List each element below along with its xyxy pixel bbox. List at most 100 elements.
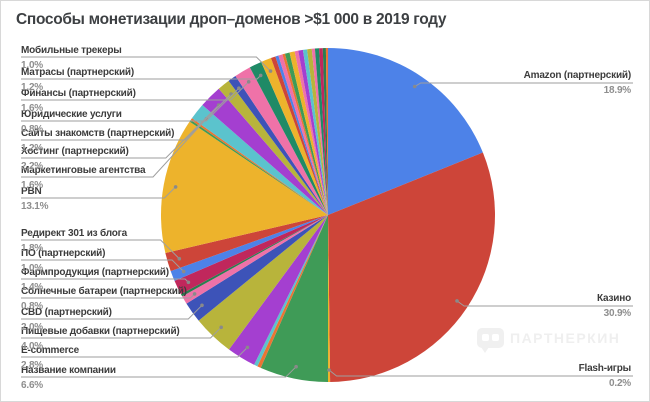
slice-label-item: Юридические услуги 0.8%	[21, 109, 122, 135]
slice-label-item: E-commerce 2.8%	[21, 345, 79, 371]
leader-line	[21, 366, 297, 378]
pie-slice-filler-16[interactable]	[190, 118, 328, 215]
leader-dot	[237, 86, 241, 90]
slice-label-item: PBN 13.1%	[21, 186, 49, 212]
leader-line	[21, 81, 250, 101]
pie-slice-filler-33[interactable]	[307, 48, 328, 215]
pie-slice-filler-38[interactable]	[325, 47, 328, 216]
pie-slice-18[interactable]	[202, 88, 328, 215]
slice-label-value: 1.0%	[21, 60, 43, 71]
leader-line	[456, 300, 633, 307]
pie-slice-9[interactable]	[182, 215, 328, 304]
slice-label-item: Солнечные батареи (партнерский) 0.8%	[21, 286, 187, 312]
slice-label-text: Хостинг (партнерский)	[21, 146, 129, 157]
slice-label-item: CBD (партнерский) 2.0%	[21, 307, 112, 333]
pie-slice-23[interactable]	[261, 58, 328, 215]
pie-slice-2[interactable]	[328, 215, 331, 383]
leader-line	[21, 239, 180, 260]
slice-label-text: PBN	[21, 186, 42, 197]
slice-label-value: 2.8%	[21, 360, 43, 371]
slice-label-item: Маркетинговые агентства 1.6%	[21, 165, 146, 191]
leader-dot	[258, 73, 263, 78]
leader-line	[328, 369, 633, 377]
pie-slice-filler-34[interactable]	[311, 48, 328, 216]
pie-slice-17[interactable]	[191, 104, 328, 215]
slice-label-item: Пищевые добавки (партнерский) 4.0%	[21, 326, 180, 352]
slice-label-text: Казино	[597, 293, 631, 304]
slice-label-value: 6.6%	[21, 380, 43, 391]
pie-slice-filler-30[interactable]	[294, 50, 328, 215]
slice-label-text: Матрасы (партнерский)	[21, 67, 134, 78]
slice-label-value: 1.6%	[21, 103, 43, 114]
slice-label-item: Amazon (партнерский) 18.9%	[524, 70, 632, 96]
slice-label-item: Flash-игры 0.2%	[578, 363, 632, 389]
pie-slice-8[interactable]	[186, 215, 328, 321]
leader-dot	[181, 269, 186, 274]
slice-label-text: ПО (партнерский)	[21, 248, 106, 259]
pie-slice-filler-26[interactable]	[278, 54, 328, 216]
slice-label-text: Финансы (партнерский)	[21, 88, 136, 99]
slice-label-value: 4.0%	[21, 341, 43, 352]
pie-slice-12[interactable]	[170, 215, 328, 281]
slice-label-value: 1.2%	[21, 82, 43, 93]
leader-line	[21, 93, 232, 141]
pie-slice-filler-5[interactable]	[254, 215, 328, 367]
slice-label-item: Название компании 6.6%	[21, 365, 116, 391]
pie-slice-filler-32[interactable]	[302, 49, 328, 215]
pie-slice-21[interactable]	[235, 67, 328, 215]
pie-slice-filler-10[interactable]	[180, 215, 328, 297]
leader-dot	[455, 299, 459, 303]
leader-dot	[294, 364, 298, 369]
slice-label-value: 1.6%	[21, 180, 43, 191]
slice-label-text: Сайты знакомств (партнерский)	[21, 128, 175, 139]
watermark-logo-icon	[477, 328, 504, 353]
slice-label-text: Солнечные батареи (партнерский)	[21, 286, 187, 297]
slice-label-item: Казино 30.9%	[597, 293, 631, 319]
slice-label-text: Маркетинговые агентства	[21, 165, 146, 176]
pie-slice-1[interactable]	[328, 152, 495, 382]
pie-slice-filler-36[interactable]	[319, 48, 328, 215]
slice-label-value: 1.8%	[21, 243, 43, 254]
slice-label-value: 1.2%	[21, 143, 43, 154]
pie-slice-filler-24[interactable]	[270, 56, 328, 216]
leader-line	[21, 326, 222, 339]
pie-slice-14[interactable]	[160, 121, 328, 253]
pie-slice-filler-28[interactable]	[284, 52, 328, 215]
slice-label-value: 2.0%	[21, 322, 43, 333]
pie-slice-7[interactable]	[198, 215, 328, 350]
slice-label-value: 30.9%	[603, 308, 632, 319]
slice-label-value: 0.8%	[21, 301, 43, 312]
slice-label-item: Мобильные трекеры 1.0%	[21, 45, 122, 71]
slice-label-text: E-commerce	[21, 345, 80, 356]
watermark-text: ПАРТНЕРКИН	[510, 330, 621, 346]
pie-slice-3[interactable]	[260, 215, 328, 382]
slice-label-item: Редирект 301 из блога 1.8%	[21, 228, 127, 254]
leader-line	[21, 104, 220, 159]
pie-slice-0[interactable]	[328, 48, 483, 215]
pie-slice-22[interactable]	[249, 61, 328, 215]
pie-slice-filler-15[interactable]	[189, 119, 328, 215]
leader-dot	[268, 69, 273, 73]
slice-label-text: Flash-игры	[578, 363, 632, 374]
pie-slice-filler-35[interactable]	[314, 48, 328, 215]
slice-label-text: Название компании	[21, 365, 116, 376]
slice-label-value: 0.8%	[21, 124, 43, 135]
leader-line	[21, 347, 248, 358]
leader-line	[414, 82, 633, 87]
pie-slice-filler-4[interactable]	[257, 215, 328, 368]
pie-slice-11[interactable]	[174, 215, 328, 295]
pie-slice-filler-25[interactable]	[275, 55, 328, 215]
slice-label-text: Мобильные трекеры	[21, 45, 122, 56]
pie-slice-filler-29[interactable]	[289, 51, 328, 215]
pie-slice-6[interactable]	[228, 215, 328, 365]
slice-label-item: Сайты знакомств (партнерский) 1.2%	[21, 128, 174, 154]
pie-slice-20[interactable]	[228, 76, 328, 215]
slice-label-value: 1.0%	[21, 263, 43, 274]
pie-slice-filler-31[interactable]	[298, 49, 328, 216]
pie-slice-19[interactable]	[218, 80, 328, 215]
pie-slice-filler-37[interactable]	[322, 48, 328, 216]
slice-label-value: 1.4%	[21, 282, 43, 293]
pie-slice-filler-27[interactable]	[282, 53, 328, 216]
leader-dot	[246, 80, 251, 84]
pie-slice-13[interactable]	[165, 215, 328, 272]
